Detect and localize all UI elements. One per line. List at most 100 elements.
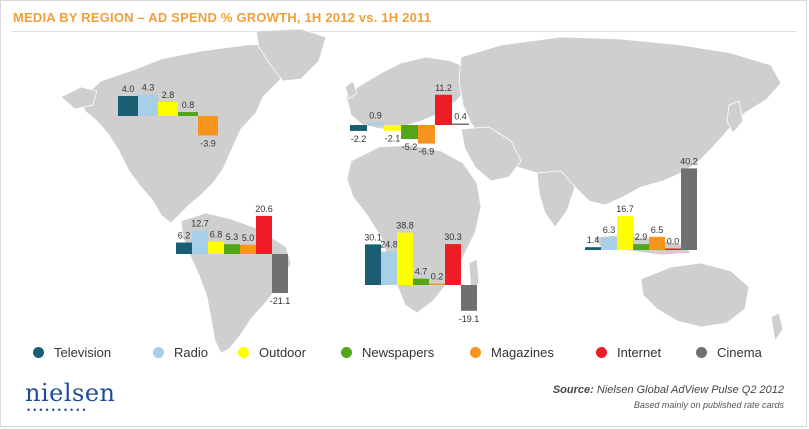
data-label-newspapers: 0.8: [182, 100, 195, 110]
legend-swatch-outdoor: [238, 347, 249, 358]
bar-outdoor: [397, 232, 413, 285]
data-label-outdoor: -2.1: [385, 134, 401, 144]
bar-outdoor: [208, 241, 224, 254]
bar-radio: [138, 94, 158, 116]
bar-internet: [256, 215, 272, 254]
bar-radio: [367, 122, 384, 125]
region-asia-pacific: 1.46.3 16.7 2.96.50.0 40.2: [585, 156, 698, 250]
data-label-television: 4.0: [122, 84, 135, 94]
data-label-magazines: 0.2: [431, 272, 444, 282]
map-new-zealand: [770, 312, 784, 343]
bar-cinema: [681, 168, 697, 250]
map-alaska: [60, 86, 98, 110]
bar-outdoor: [617, 216, 633, 250]
data-label-outdoor: 6.8: [210, 229, 223, 239]
bars-layer: 4.0 4.3 2.8 0.8 -3.9 -2.2 0.9 -2.1-5.2 -6.9 11.2 0…: [118, 83, 698, 324]
legend-item-magazines: Magazines: [470, 345, 554, 360]
legend-label-radio: Radio: [174, 345, 208, 360]
data-label-magazines: 6.5: [651, 225, 664, 235]
bar-magazines: [418, 125, 435, 144]
data-label-television: 1.4: [587, 235, 600, 245]
legend-label-magazines: Magazines: [491, 345, 554, 360]
legend-label-newspapers: Newspapers: [362, 345, 435, 360]
data-label-internet: 20.6: [255, 204, 273, 214]
data-label-outdoor: 38.8: [396, 221, 414, 231]
map-north-america: [80, 42, 307, 224]
data-label-television: 6.2: [178, 231, 191, 241]
bar-magazines: [240, 244, 256, 254]
data-label-internet: 0.0: [667, 237, 680, 247]
legend-swatch-internet: [596, 347, 607, 358]
data-label-radio: 0.9: [369, 111, 382, 121]
bar-magazines: [198, 116, 218, 136]
legend-label-outdoor: Outdoor: [259, 345, 306, 360]
chart-title: MEDIA BY REGION – AD SPEND % GROWTH, 1H …: [13, 10, 432, 25]
bar-newspapers: [401, 125, 418, 140]
legend-item-cinema: Cinema: [696, 345, 762, 360]
region-latin-america: 6.212.76.8 5.3 5.0 20.6 -21.1: [176, 204, 290, 306]
region-north-america: 4.0 4.3 2.8 0.8 -3.9: [118, 83, 218, 149]
data-label-newspapers: 2.9: [635, 232, 648, 242]
legend-item-outdoor: Outdoor: [238, 345, 306, 360]
nielsen-logo: nielsen: [25, 379, 116, 407]
bar-cinema: [461, 285, 477, 311]
source-text: Nielsen Global AdView Pulse Q2 2012: [596, 384, 784, 396]
bar-radio: [381, 251, 397, 285]
legend-swatch-newspapers: [341, 347, 352, 358]
bar-cinema: [452, 123, 469, 125]
legend-item-television: Television: [33, 345, 111, 360]
bar-magazines: [429, 283, 445, 285]
map-greenland: [255, 28, 327, 82]
map-uk: [344, 80, 358, 100]
data-label-radio: 6.3: [603, 225, 616, 235]
data-label-cinema: 40.2: [680, 156, 698, 166]
bar-television: [365, 244, 381, 285]
legend-swatch-cinema: [696, 347, 707, 358]
bar-radio: [601, 237, 617, 250]
bar-outdoor: [158, 102, 178, 116]
map-madagascar: [468, 258, 480, 292]
legend-swatch-magazines: [470, 347, 481, 358]
legend-swatch-television: [33, 347, 44, 358]
data-label-magazines: -3.9: [200, 139, 216, 149]
legend-swatch-radio: [153, 347, 164, 358]
data-label-internet: 30.3: [444, 232, 462, 242]
map-europe: [345, 56, 472, 130]
data-label-television: 30.1: [364, 232, 382, 242]
data-label-newspapers: 4.7: [415, 267, 428, 277]
bar-newspapers: [224, 244, 240, 254]
bar-radio: [192, 230, 208, 254]
bar-newspapers: [178, 112, 198, 116]
data-label-newspapers: -5.2: [402, 142, 418, 152]
bar-television: [176, 242, 192, 254]
legend-item-newspapers: Newspapers: [341, 345, 434, 360]
bar-internet: [665, 248, 681, 250]
bar-newspapers: [413, 278, 429, 285]
data-label-cinema: -21.1: [270, 296, 291, 306]
data-label-radio: 24.8: [380, 240, 398, 250]
data-label-magazines: 5.0: [242, 233, 255, 243]
region-europe: -2.2 0.9 -2.1-5.2 -6.9 11.2 0.4: [350, 83, 469, 157]
source-note: Based mainly on published rate cards: [633, 400, 784, 410]
legend-label-television: Television: [54, 345, 112, 360]
legend-label-cinema: Cinema: [717, 345, 762, 360]
data-label-outdoor: 2.8: [162, 90, 175, 100]
bar-television: [118, 96, 138, 116]
bar-cinema: [272, 254, 288, 294]
data-label-radio: 12.7: [191, 219, 209, 229]
bar-internet: [435, 94, 452, 125]
data-label-television: -2.2: [351, 134, 367, 144]
bar-newspapers: [633, 244, 649, 250]
map-australia: [640, 262, 750, 328]
legend-item-internet: Internet: [596, 345, 661, 360]
map-middle-east: [460, 126, 522, 182]
legend-label-internet: Internet: [617, 345, 662, 360]
region-middle-east-africa: 30.124.8 38.8 4.7 0.2 30.3 -19.1: [364, 221, 479, 324]
legend-item-radio: Radio: [153, 345, 208, 360]
data-label-cinema: -19.1: [459, 314, 480, 324]
bar-television: [585, 247, 601, 250]
bar-magazines: [649, 236, 665, 250]
data-label-cinema: 0.4: [454, 112, 467, 122]
